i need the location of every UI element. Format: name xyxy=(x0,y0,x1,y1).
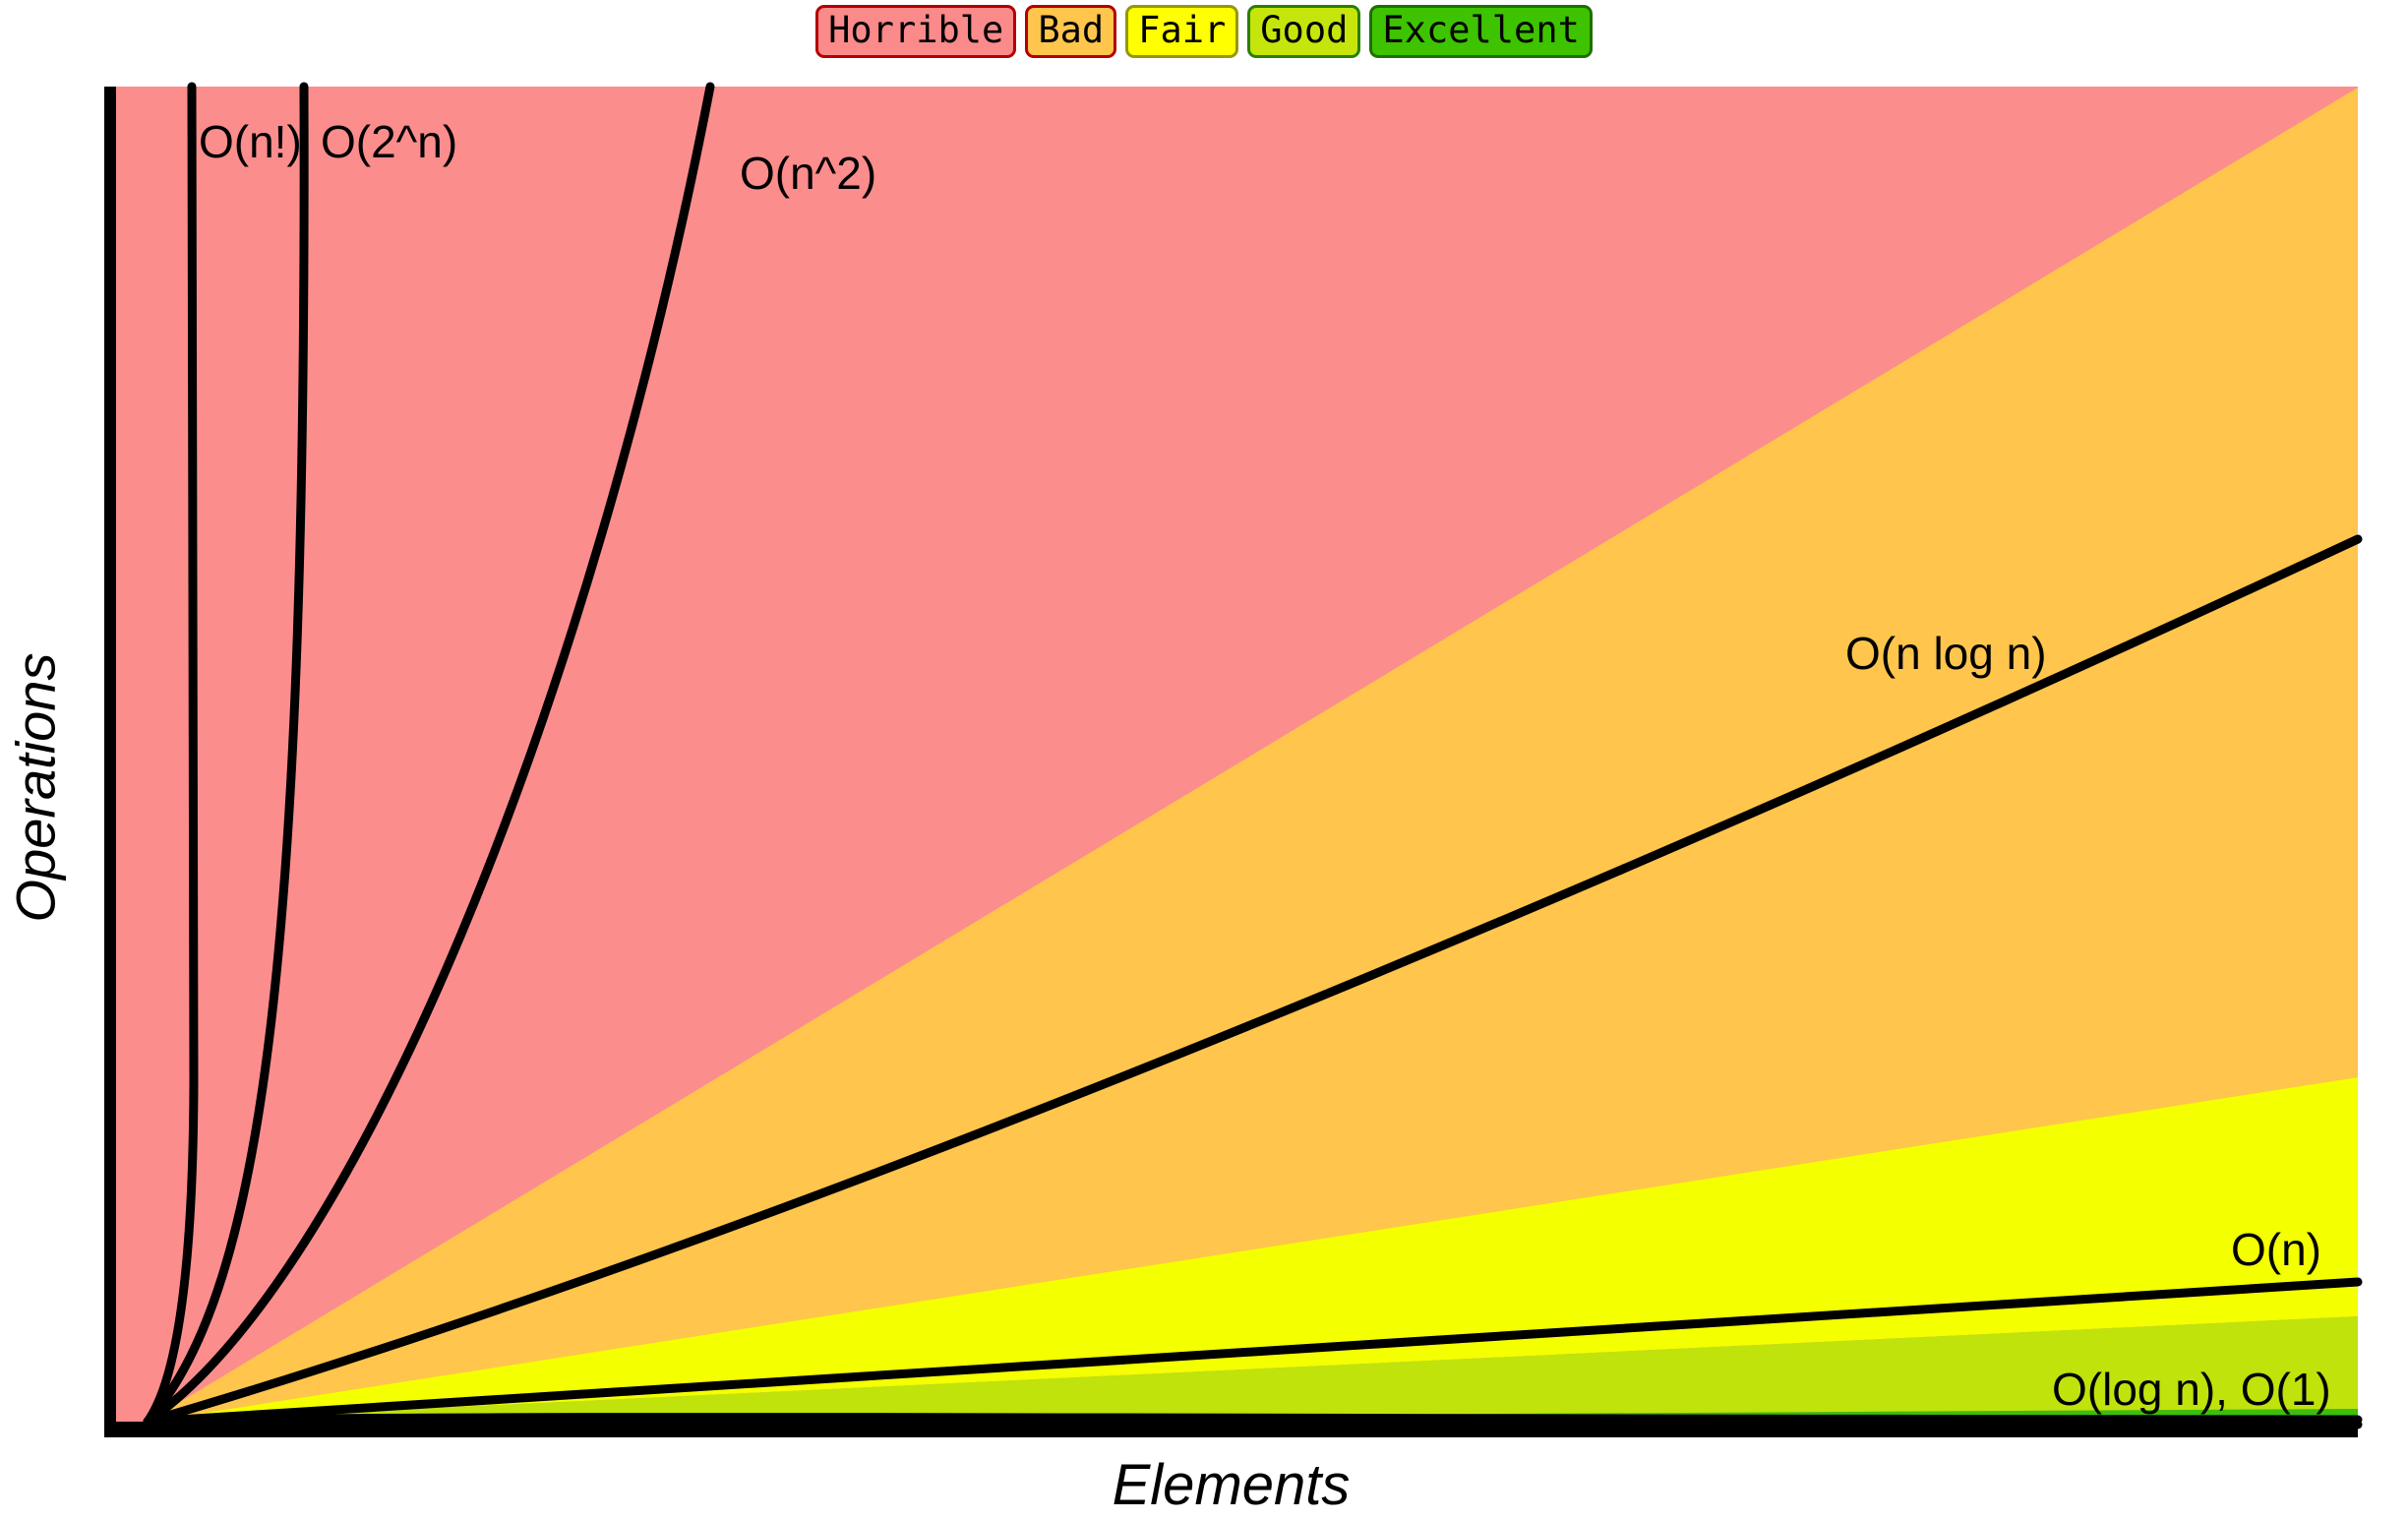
region-bad xyxy=(148,88,2358,1422)
curve-label-o-n-factorial: O(n!) xyxy=(199,116,302,167)
curve-label-o-2-pow-n: O(2^n) xyxy=(321,116,457,167)
curve-o-n xyxy=(143,1277,2363,1427)
legend-badge-bad: Bad xyxy=(1025,5,1117,58)
region-fair xyxy=(148,1077,2358,1422)
x-axis-label: Elements xyxy=(1112,1453,1351,1517)
legend-badge-horrible: Horrible xyxy=(815,5,1017,58)
curve-label-o-n-log-n: O(n log n) xyxy=(1845,628,2047,679)
curve-label-o-n-squared: O(n^2) xyxy=(740,148,876,199)
y-axis-label: Operations xyxy=(4,652,67,922)
curve-label-o-log-n-o-1: O(log n), O(1) xyxy=(2052,1364,2331,1415)
curve-o-n-factorial xyxy=(143,82,199,1427)
curve-o-n-log-n xyxy=(143,534,2363,1427)
legend-badge-good: Good xyxy=(1247,5,1361,58)
y-axis-label-wrap: Operations xyxy=(0,551,71,1023)
curve-o-n-squared xyxy=(143,82,715,1427)
region-good xyxy=(148,1316,2358,1422)
legend: Horrible Bad Fair Good Excellent xyxy=(0,5,2408,58)
curve-label-o-n: O(n) xyxy=(2231,1224,2321,1275)
x-axis-line xyxy=(104,1422,2358,1437)
legend-badge-excellent: Excellent xyxy=(1369,5,1593,58)
legend-badge-fair: Fair xyxy=(1125,5,1239,58)
curve-o-log-n xyxy=(143,1413,2363,1427)
y-axis-line xyxy=(104,87,116,1437)
curve-o-2-pow-n xyxy=(143,82,309,1427)
